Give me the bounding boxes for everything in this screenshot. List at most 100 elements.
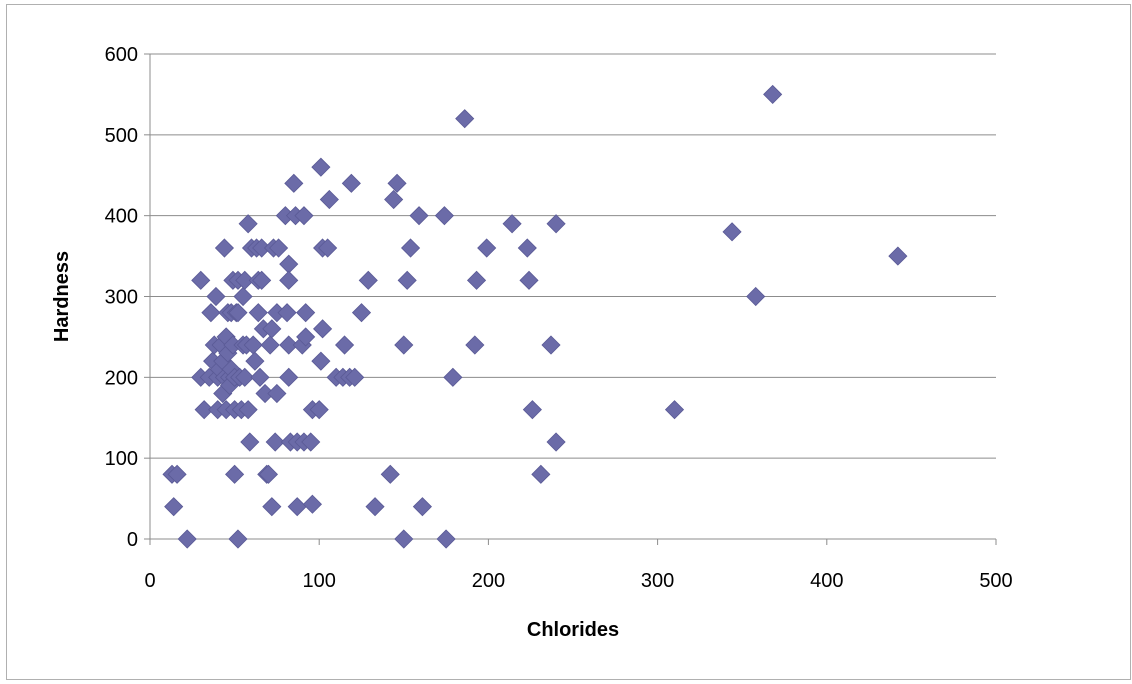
data-point bbox=[531, 464, 551, 484]
data-point bbox=[235, 270, 255, 290]
y-tick-label: 0 bbox=[127, 529, 138, 551]
axes bbox=[144, 53, 997, 545]
data-point bbox=[519, 270, 539, 290]
data-point bbox=[265, 432, 285, 452]
data-point bbox=[465, 335, 485, 355]
data-point bbox=[277, 303, 297, 323]
data-points bbox=[162, 84, 908, 549]
data-point bbox=[262, 319, 282, 339]
tick-labels: 0 100 200 300 400 500 600 0 100 200 300 400 500 bbox=[105, 44, 1013, 592]
data-point bbox=[394, 529, 414, 549]
data-point bbox=[240, 432, 260, 452]
data-point bbox=[335, 335, 355, 355]
data-point bbox=[279, 270, 299, 290]
data-point bbox=[225, 464, 245, 484]
data-point bbox=[365, 497, 385, 517]
data-point bbox=[722, 222, 742, 242]
chart-frame bbox=[6, 4, 1131, 680]
data-point bbox=[250, 367, 270, 387]
data-point bbox=[296, 327, 316, 347]
data-point bbox=[235, 367, 255, 387]
data-point bbox=[214, 238, 235, 258]
data-point bbox=[319, 189, 339, 210]
x-tick-label: 500 bbox=[979, 570, 1012, 592]
data-point bbox=[517, 238, 537, 258]
data-point bbox=[522, 400, 542, 420]
data-point bbox=[380, 464, 400, 484]
x-tick-label: 0 bbox=[144, 570, 155, 592]
data-point bbox=[233, 286, 253, 307]
data-point bbox=[436, 529, 456, 549]
data-point bbox=[228, 529, 248, 549]
x-tick-label: 100 bbox=[303, 570, 336, 592]
data-point bbox=[313, 319, 333, 339]
data-point bbox=[318, 238, 338, 258]
y-axis-title: Hardness bbox=[51, 251, 73, 342]
data-point bbox=[167, 464, 187, 484]
x-tick-label: 200 bbox=[472, 570, 505, 592]
data-point bbox=[664, 400, 685, 420]
data-point bbox=[443, 367, 463, 387]
data-point bbox=[201, 303, 221, 323]
data-point bbox=[301, 432, 321, 452]
data-point bbox=[238, 214, 258, 234]
data-point bbox=[387, 173, 407, 193]
data-point bbox=[502, 214, 522, 234]
x-tick-label: 400 bbox=[810, 570, 843, 592]
y-tick-label: 100 bbox=[105, 448, 138, 470]
data-point bbox=[546, 214, 566, 234]
data-point bbox=[296, 303, 316, 323]
data-point bbox=[279, 254, 299, 274]
data-point bbox=[194, 400, 214, 420]
data-point bbox=[477, 238, 497, 258]
data-point bbox=[252, 270, 272, 290]
data-point bbox=[412, 497, 432, 517]
data-point bbox=[341, 173, 361, 193]
data-point bbox=[541, 335, 561, 355]
data-point bbox=[345, 367, 365, 387]
data-point bbox=[397, 270, 417, 290]
y-tick-label: 200 bbox=[105, 367, 138, 389]
data-point bbox=[248, 303, 268, 323]
data-point bbox=[294, 206, 314, 226]
data-point bbox=[309, 400, 329, 420]
data-point bbox=[279, 367, 299, 387]
data-point bbox=[746, 286, 766, 307]
data-point bbox=[262, 497, 282, 517]
data-point bbox=[284, 173, 304, 193]
data-point bbox=[287, 497, 307, 517]
data-point bbox=[164, 497, 184, 517]
data-point bbox=[228, 303, 248, 323]
data-point bbox=[191, 270, 211, 290]
y-tick-label: 300 bbox=[105, 287, 138, 309]
data-point bbox=[384, 189, 404, 210]
data-point bbox=[434, 206, 454, 226]
y-tick-label: 400 bbox=[105, 206, 138, 228]
data-point bbox=[351, 303, 372, 323]
data-point bbox=[311, 351, 331, 371]
data-point bbox=[311, 157, 331, 177]
data-point bbox=[409, 206, 429, 226]
data-point bbox=[358, 270, 378, 290]
data-point bbox=[546, 432, 566, 452]
data-point bbox=[177, 529, 197, 549]
data-point bbox=[763, 84, 783, 104]
y-tick-label: 600 bbox=[105, 44, 138, 66]
data-point bbox=[206, 286, 226, 307]
data-point bbox=[401, 238, 421, 258]
data-point bbox=[466, 270, 487, 290]
data-point bbox=[267, 383, 287, 404]
data-point bbox=[888, 246, 908, 266]
data-point bbox=[455, 109, 475, 129]
data-point bbox=[258, 464, 279, 484]
x-axis-title: Chlorides bbox=[527, 619, 619, 641]
x-tick-label: 300 bbox=[641, 570, 674, 592]
y-tick-label: 500 bbox=[105, 125, 138, 147]
data-point bbox=[394, 335, 414, 355]
data-point bbox=[238, 400, 258, 420]
data-point bbox=[269, 238, 289, 258]
data-point bbox=[279, 335, 299, 355]
data-point bbox=[260, 335, 280, 355]
data-point bbox=[245, 351, 265, 371]
